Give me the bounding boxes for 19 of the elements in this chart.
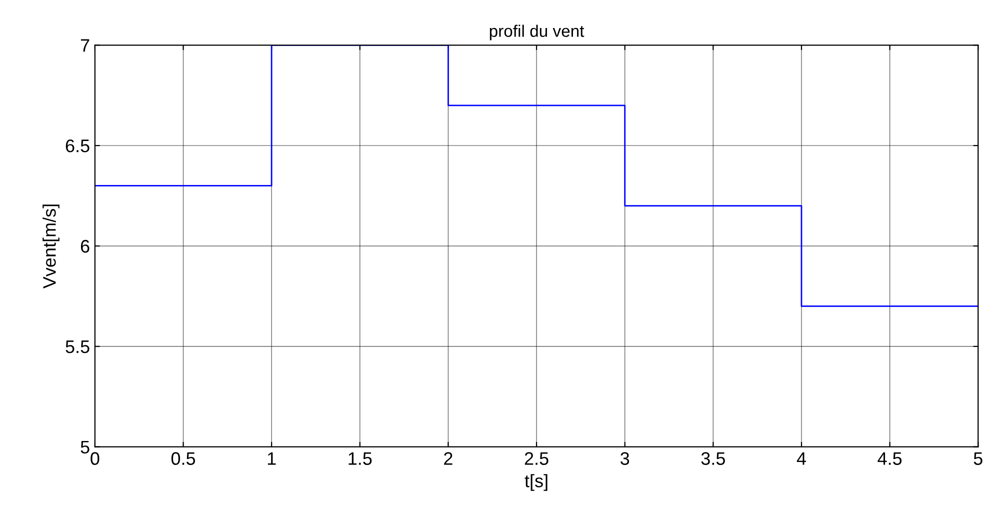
x-tick-label: 2 [444, 452, 452, 465]
x-tick-label: 5 [974, 452, 982, 465]
y-tick-label: 5.5 [66, 340, 90, 354]
x-tick-label: 4.5 [878, 452, 902, 465]
y-tick-label: 5 [80, 440, 90, 454]
x-tick-label: 4 [796, 452, 806, 465]
y-tick-label: 6.5 [66, 140, 90, 152]
x-axis-title: t[s] [524, 474, 548, 491]
y-axis-title: Vvent[m/s] [42, 204, 60, 289]
x-tick-label: 1.5 [348, 452, 372, 465]
x-tick-label: 1 [268, 452, 276, 465]
x-tick-label: 0.5 [171, 452, 196, 465]
x-tick-label: 2.5 [524, 452, 548, 465]
chart-title: profil du vent [490, 24, 584, 40]
x-tick-label: 3.5 [701, 452, 725, 465]
y-tick-label: 7 [80, 39, 90, 52]
x-tick-label: 3 [620, 452, 630, 465]
x-tick-label: 0 [90, 452, 100, 465]
y-tick-label: 6 [80, 240, 90, 253]
